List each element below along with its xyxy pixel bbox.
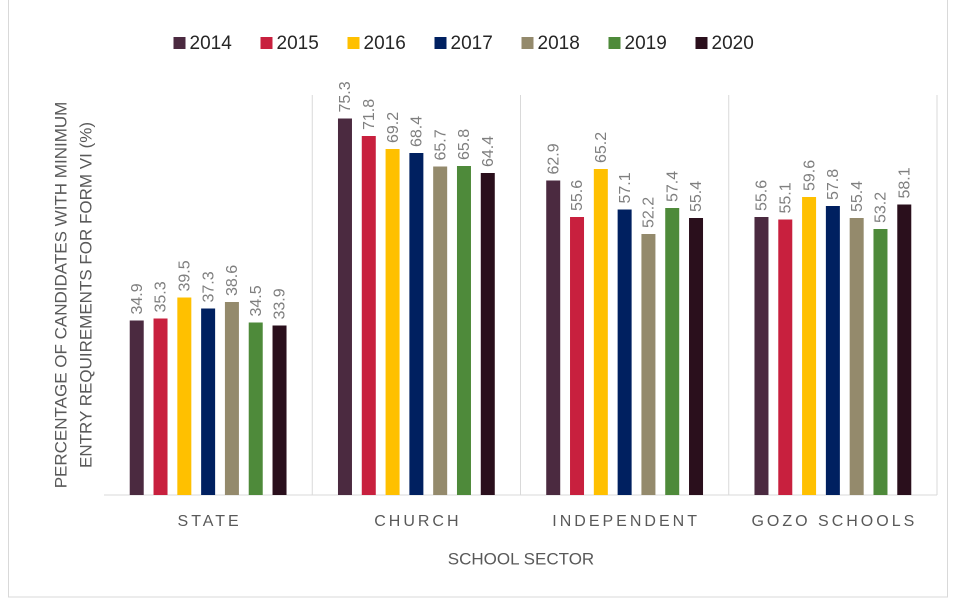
bar	[272, 325, 287, 495]
data-label: 57.8	[825, 169, 842, 200]
bar	[361, 136, 376, 495]
legend-label: 2018	[538, 33, 580, 54]
x-tick-label: CHURCH	[374, 513, 461, 530]
data-label: 71.8	[361, 99, 378, 130]
legend-swatch	[434, 37, 447, 49]
bar	[153, 318, 168, 495]
data-label: 59.6	[801, 160, 818, 191]
data-label: 55.4	[849, 181, 866, 212]
data-label: 33.9	[272, 288, 289, 319]
legend-label: 2014	[190, 33, 233, 54]
bar	[778, 219, 793, 495]
data-label: 39.5	[177, 260, 194, 291]
data-label: 55.4	[688, 181, 705, 212]
data-label: 37.3	[200, 271, 217, 302]
bar	[224, 302, 239, 495]
data-label: 53.2	[873, 192, 890, 223]
bar	[480, 173, 495, 495]
x-axis-title: SCHOOL SECTOR	[448, 549, 594, 568]
bar	[802, 197, 817, 495]
x-tick-label: STATE	[178, 513, 242, 530]
bar	[129, 320, 144, 495]
data-label: 75.3	[337, 81, 354, 112]
bar	[385, 149, 400, 495]
bar	[409, 153, 424, 495]
bar	[433, 166, 448, 495]
data-label: 34.9	[129, 283, 146, 314]
y-axis-title: ENTRY REQUIREMENTS FOR FORM VI (%)	[76, 122, 95, 468]
data-label: 55.1	[777, 182, 794, 213]
x-tick-label: INDEPENDENT	[552, 513, 700, 530]
legend-label: 2015	[277, 33, 319, 54]
x-tick-label: GOZO SCHOOLS	[751, 513, 917, 530]
bar	[177, 297, 192, 495]
data-label: 69.2	[385, 112, 402, 143]
legend-swatch	[173, 37, 186, 49]
bar	[665, 208, 680, 495]
bar	[248, 322, 263, 495]
data-label: 57.1	[617, 172, 634, 203]
legend-label: 2020	[712, 33, 754, 54]
data-label: 68.4	[409, 116, 426, 147]
bar	[546, 180, 561, 495]
data-label: 52.2	[641, 197, 658, 228]
data-label: 35.3	[153, 281, 170, 312]
bar	[897, 204, 912, 495]
bar	[825, 206, 840, 495]
legend-swatch	[608, 37, 621, 49]
data-label: 55.6	[754, 180, 771, 211]
legend-swatch	[521, 37, 534, 49]
data-label: 65.8	[456, 129, 473, 160]
bar	[593, 169, 608, 495]
bar	[641, 234, 656, 495]
data-label: 65.7	[432, 129, 449, 160]
data-label: 38.6	[224, 265, 241, 296]
bar	[456, 166, 471, 495]
bar	[849, 218, 864, 495]
legend-label: 2017	[451, 33, 493, 54]
data-label: 62.9	[545, 143, 562, 174]
data-label: 64.4	[480, 136, 497, 167]
legend-label: 2019	[625, 33, 667, 54]
bar	[201, 308, 216, 495]
chart-border	[8, 0, 948, 598]
bar	[617, 209, 632, 495]
data-label: 65.2	[593, 132, 610, 163]
bar	[873, 229, 888, 495]
data-label: 57.4	[664, 171, 681, 202]
y-axis-title: PERCENTAGE OF CANDIDATES WITH MINIMUM	[51, 102, 70, 489]
data-label: 58.1	[896, 167, 913, 198]
legend-swatch	[347, 37, 360, 49]
legend-swatch	[695, 37, 708, 49]
data-label: 55.6	[569, 180, 586, 211]
data-label: 34.5	[248, 285, 265, 316]
legend-label: 2016	[364, 33, 406, 54]
bar	[689, 218, 704, 495]
legend-swatch	[260, 37, 273, 49]
bar	[570, 217, 585, 495]
bar	[754, 217, 769, 495]
bar	[337, 118, 352, 495]
